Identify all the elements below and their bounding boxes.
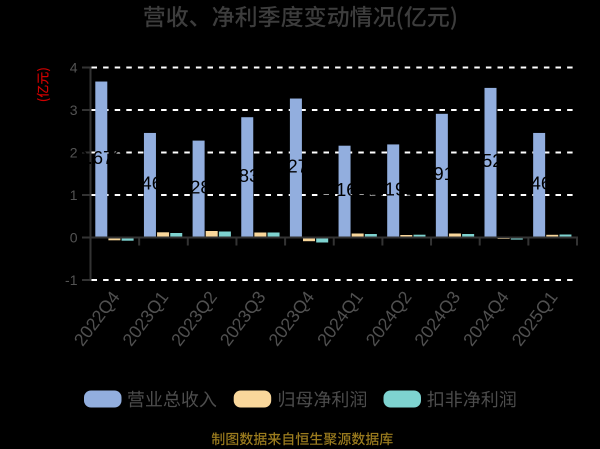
svg-text:2.191: 2.191	[369, 178, 415, 199]
svg-text:2.462: 2.462	[126, 173, 172, 194]
svg-text:3: 3	[70, 102, 78, 118]
svg-text:4: 4	[70, 60, 78, 76]
svg-text:3.672: 3.672	[77, 147, 123, 168]
svg-text:2: 2	[70, 145, 78, 161]
svg-text:-1: -1	[65, 272, 78, 288]
svg-text:2.833: 2.833	[223, 165, 269, 186]
svg-text:3.274: 3.274	[272, 156, 318, 177]
svg-text:2.162: 2.162	[321, 179, 367, 200]
svg-text:3.521: 3.521	[467, 150, 513, 171]
svg-text:0: 0	[70, 230, 78, 246]
svg-text:2.283: 2.283	[175, 177, 221, 198]
svg-text:2.461: 2.461	[515, 173, 561, 194]
svg-text:2.912: 2.912	[418, 163, 464, 184]
svg-text:1: 1	[70, 187, 78, 203]
